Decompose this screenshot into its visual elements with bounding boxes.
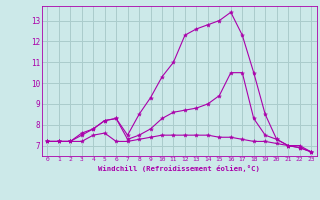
X-axis label: Windchill (Refroidissement éolien,°C): Windchill (Refroidissement éolien,°C) <box>98 165 260 172</box>
